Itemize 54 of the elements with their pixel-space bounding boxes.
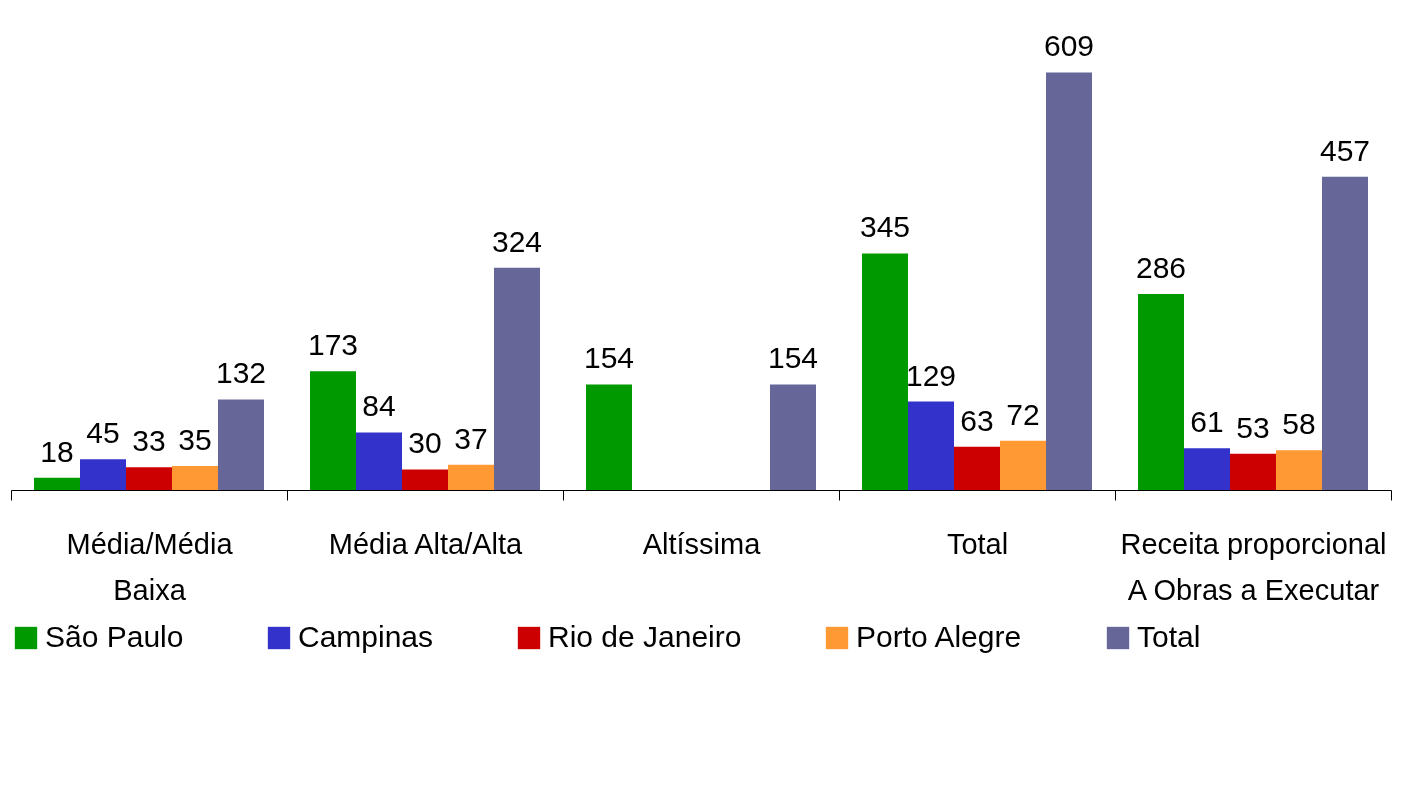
bar [1000, 440, 1046, 490]
data-label: 345 [859, 210, 911, 244]
bar [586, 384, 632, 490]
data-label: 609 [1043, 29, 1095, 63]
bar [448, 464, 494, 490]
x-tick-label: Receita proporcional A Obras a Executar [1120, 527, 1387, 606]
data-label: 132 [215, 356, 267, 390]
data-label: 37 [454, 421, 488, 455]
data-label: 58 [1282, 407, 1316, 441]
x-tick-label: Altíssima [642, 527, 762, 560]
data-label: 30 [408, 426, 442, 460]
legend-label: Rio de Janeiro [548, 620, 742, 653]
bar [862, 253, 908, 490]
bar [770, 384, 816, 490]
bar [356, 432, 402, 490]
data-label: 129 [905, 358, 957, 392]
bar [310, 371, 356, 490]
bar [1322, 176, 1368, 490]
data-label: 45 [86, 416, 120, 450]
legend-label: Porto Alegre [856, 620, 1022, 653]
data-label: 286 [1135, 250, 1187, 284]
x-tick-label: Total [946, 527, 1009, 560]
data-label: 324 [491, 224, 543, 258]
bar [1184, 448, 1230, 490]
legend-label: Total [1137, 620, 1201, 653]
legend-label: Campinas [298, 620, 434, 653]
bar [494, 267, 540, 490]
x-tick-label: Média/Média Baixa [66, 527, 234, 606]
data-label: 61 [1190, 405, 1224, 439]
bar [954, 446, 1000, 490]
data-label: 18 [40, 434, 74, 468]
bar [126, 467, 172, 490]
bar [34, 477, 80, 490]
x-tick-label: Média Alta/Alta [328, 527, 524, 560]
data-label: 33 [132, 424, 166, 458]
bar [1230, 453, 1276, 490]
data-label: 72 [1006, 397, 1040, 431]
data-label: 84 [362, 389, 396, 423]
bar [1046, 72, 1092, 490]
bar [80, 459, 126, 490]
bar [172, 466, 218, 490]
bar [218, 399, 264, 490]
bar [402, 469, 448, 490]
data-label: 53 [1236, 410, 1270, 444]
data-label: 63 [960, 403, 994, 437]
data-label: 35 [178, 423, 212, 456]
data-label: 173 [307, 328, 359, 362]
data-label: 154 [583, 341, 635, 375]
bar [908, 401, 954, 490]
bar [1276, 450, 1322, 490]
bar [1138, 293, 1184, 490]
data-label: 457 [1319, 133, 1371, 167]
data-label: 154 [767, 341, 819, 375]
legend-label: São Paulo [45, 620, 184, 653]
